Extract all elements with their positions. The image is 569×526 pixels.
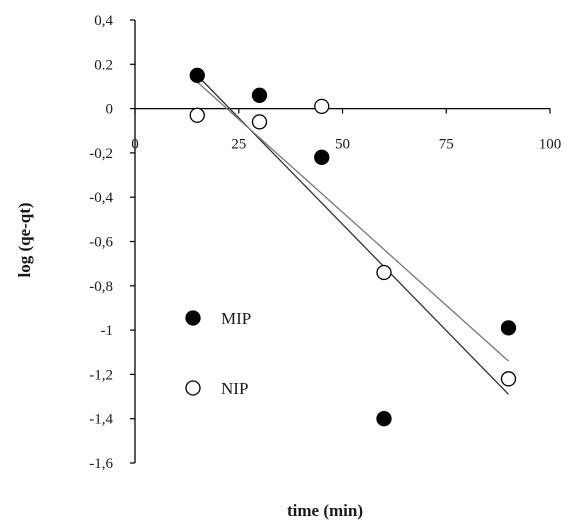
axes: 0,4 0.2 0 -0,2 -0,4 -0,6 -0,8 -1 -1,2 -1,4 -1,6 0 25… xyxy=(89,13,561,472)
x-tick-label: 25 xyxy=(231,137,246,153)
point-nip xyxy=(251,114,268,130)
legend: MIP NIP xyxy=(185,309,251,398)
point-mip xyxy=(314,149,330,165)
point-mip xyxy=(251,87,268,103)
point-mip xyxy=(376,411,392,427)
legend-label-mip: MIP xyxy=(221,309,251,328)
y-tick-label: -1,4 xyxy=(89,412,113,428)
y-tick-label: -0,4 xyxy=(89,190,113,206)
point-nip xyxy=(189,107,205,123)
trendlines xyxy=(196,74,509,395)
legend-marker-mip xyxy=(185,310,201,326)
point-nip xyxy=(500,371,517,387)
x-tick-label: 0 xyxy=(131,137,139,153)
y-tick-label: -0,6 xyxy=(89,235,113,251)
y-tick-label: -1 xyxy=(101,323,114,339)
trendline-nip xyxy=(196,81,509,362)
y-tick-label: 0 xyxy=(106,102,114,118)
y-tick-label: -1,6 xyxy=(89,456,113,472)
y-tick-label: -1,2 xyxy=(89,367,113,383)
y-tick-label: -0,2 xyxy=(89,146,113,162)
y-tick-label: -0,8 xyxy=(89,279,113,295)
x-axis-title: time (min) xyxy=(287,501,363,520)
x-tick-label: 75 xyxy=(439,137,454,153)
data-points xyxy=(189,67,517,427)
x-tick-label: 50 xyxy=(335,137,350,153)
point-mip xyxy=(189,67,205,84)
y-axis-title: log (qe-qt) xyxy=(15,202,34,277)
point-nip xyxy=(314,98,330,115)
point-nip xyxy=(376,264,392,281)
point-mip xyxy=(500,320,517,336)
y-tick-label: 0.2 xyxy=(94,57,113,73)
x-tick-label: 100 xyxy=(539,137,562,153)
y-tick-label: 0,4 xyxy=(94,13,113,29)
legend-label-nip: NIP xyxy=(221,379,248,398)
legend-marker-nip xyxy=(185,380,201,396)
